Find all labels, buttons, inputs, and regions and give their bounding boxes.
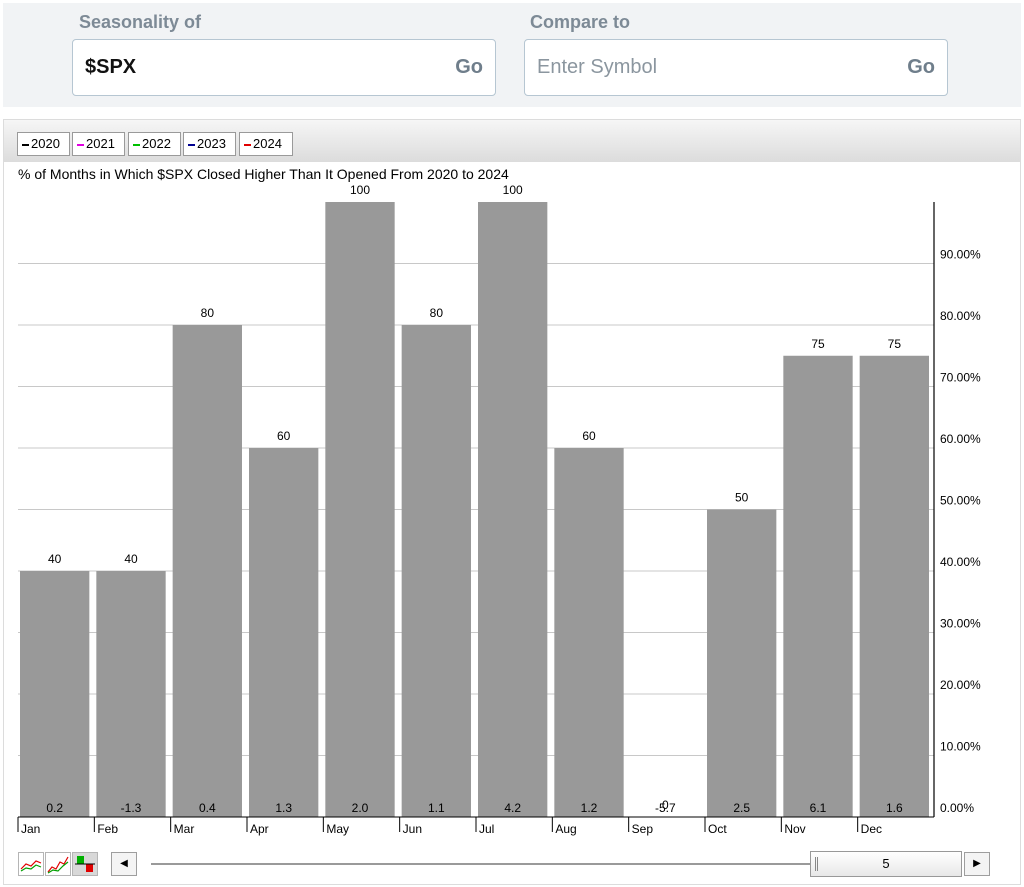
value-label: 60	[582, 429, 596, 443]
legend-label: 2023	[197, 136, 226, 151]
x-tick-label: Aug	[555, 822, 576, 836]
legend-strip: 2020 2021 2022 2023 2024	[4, 120, 1020, 162]
y-tick-label: 90.00%	[940, 248, 981, 262]
value-label: 100	[350, 183, 370, 197]
legend-label: 2024	[253, 136, 282, 151]
legend-swatch	[244, 143, 251, 146]
legend-item-2023[interactable]: 2023	[183, 132, 236, 156]
chart-panel: 2020 2021 2022 2023 2024 % of Months in Whic…	[3, 119, 1021, 885]
avg-return-label: 1.2	[581, 801, 598, 815]
value-label: 80	[430, 306, 444, 320]
bar-jun	[401, 325, 471, 817]
x-tick-label: Nov	[784, 822, 805, 836]
bar-oct	[707, 509, 777, 817]
bar-jan	[20, 571, 90, 817]
scroll-right-button[interactable]: ▶	[964, 852, 990, 876]
avg-return-label: 0.4	[199, 801, 216, 815]
legend-item-2022[interactable]: 2022	[128, 132, 181, 156]
y-tick-label: 50.00%	[940, 494, 981, 508]
seasonality-symbol-input[interactable]	[73, 40, 443, 95]
slider-value: 5	[882, 856, 890, 871]
value-label: 40	[124, 552, 138, 566]
seasonality-chart: % of Months in Which $SPX Closed Higher …	[17, 166, 981, 836]
bar-chart-icon[interactable]	[72, 852, 98, 876]
x-tick-label: Sep	[632, 822, 654, 836]
bar-apr	[249, 448, 319, 817]
value-label: 75	[888, 337, 902, 351]
value-label: 40	[48, 552, 62, 566]
compare-input-box: Go	[524, 39, 948, 96]
x-tick-label: Mar	[174, 822, 195, 836]
avg-return-label: -1.3	[121, 801, 142, 815]
legend-swatch	[188, 143, 195, 146]
avg-return-label: 2.5	[733, 801, 750, 815]
range-slider-track[interactable]	[151, 863, 814, 865]
compare-go-button[interactable]: Go	[907, 56, 935, 78]
compare-label: Compare to	[530, 12, 631, 32]
x-tick-label: Apr	[250, 822, 269, 836]
y-tick-label: 0.00%	[940, 801, 974, 815]
bar-mar	[172, 325, 242, 817]
y-tick-label: 10.00%	[940, 740, 981, 754]
bar-aug	[554, 448, 624, 817]
avg-return-label: -5.7	[655, 801, 676, 815]
avg-return-label: 2.0	[352, 801, 369, 815]
x-tick-label: Oct	[708, 822, 727, 836]
avg-return-label: 1.6	[886, 801, 903, 815]
legend-swatch	[133, 143, 140, 146]
value-label: 50	[735, 491, 749, 505]
value-label: 0	[662, 798, 669, 812]
x-tick-label: Jun	[403, 822, 422, 836]
bar-dec	[859, 355, 929, 817]
x-tick-label: Dec	[861, 822, 882, 836]
line-chart-icon[interactable]	[18, 852, 44, 876]
seasonality-input-box: Go	[72, 39, 496, 96]
symbol-form: Seasonality of Go Compare to Go	[3, 3, 1021, 107]
avg-return-label: 1.1	[428, 801, 445, 815]
scroll-left-button[interactable]: ◀	[111, 852, 137, 876]
y-tick-label: 20.00%	[940, 678, 981, 692]
avg-return-label: 0.2	[46, 801, 63, 815]
legend-item-2024[interactable]: 2024	[239, 132, 293, 156]
chart-title: % of Months in Which $SPX Closed Higher …	[18, 166, 509, 182]
multi-line-chart-icon[interactable]	[45, 852, 71, 876]
value-label: 60	[277, 429, 291, 443]
value-label: 80	[201, 306, 215, 320]
legend-swatch	[22, 143, 29, 146]
bar-nov	[783, 355, 853, 817]
legend-item-2020[interactable]: 2020	[17, 132, 70, 156]
value-label: 100	[503, 183, 523, 197]
range-slider-thumb[interactable]: 5	[810, 851, 962, 877]
x-tick-label: May	[326, 822, 349, 836]
legend-swatch	[77, 143, 84, 146]
legend-label: 2021	[86, 136, 115, 151]
seasonality-go-button[interactable]: Go	[455, 56, 483, 78]
y-tick-label: 30.00%	[940, 617, 981, 631]
bar-feb	[96, 571, 166, 817]
legend-item-2021[interactable]: 2021	[72, 132, 125, 156]
avg-return-label: 4.2	[504, 801, 521, 815]
slider-grip-icon	[815, 857, 818, 871]
x-tick-label: Feb	[97, 822, 118, 836]
legend-label: 2020	[31, 136, 60, 151]
x-tick-label: Jan	[21, 822, 40, 836]
seasonality-label: Seasonality of	[79, 12, 202, 32]
y-tick-label: 80.00%	[940, 309, 981, 323]
legend-label: 2022	[142, 136, 171, 151]
y-tick-label: 70.00%	[940, 371, 981, 385]
y-tick-label: 60.00%	[940, 432, 981, 446]
compare-symbol-input[interactable]	[525, 40, 895, 95]
avg-return-label: 6.1	[810, 801, 827, 815]
bar-jul	[478, 202, 548, 817]
x-tick-label: Jul	[479, 822, 494, 836]
bar-may	[325, 202, 395, 817]
y-tick-label: 40.00%	[940, 555, 981, 569]
avg-return-label: 1.3	[275, 801, 292, 815]
value-label: 75	[811, 337, 825, 351]
